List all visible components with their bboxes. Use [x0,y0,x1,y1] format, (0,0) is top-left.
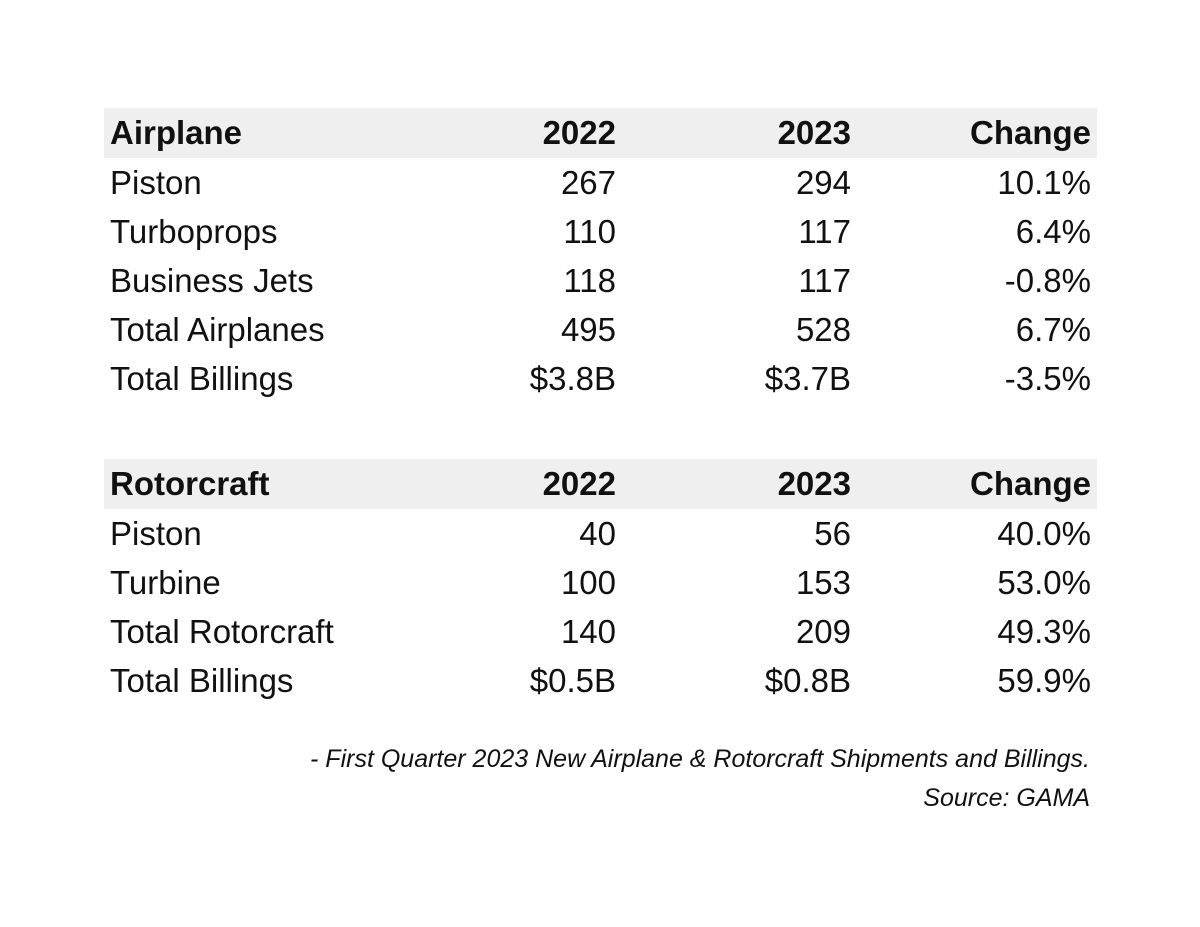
value-2022: 495 [560,311,616,348]
value-2022: 110 [563,213,616,250]
row-label: Piston [110,164,202,201]
table-row: Turboprops 110 117 6.4% [104,207,1097,256]
value-2022: 118 [563,262,616,299]
column-header-2022: 2022 [542,465,616,502]
value-change: 10.1% [997,164,1091,201]
row-label: Total Billings [110,662,294,699]
caption-source: Source: GAMA [923,784,1090,812]
value-2023: 294 [795,164,851,201]
value-change: 59.9% [997,662,1091,699]
value-2023: 56 [814,515,851,552]
value-change: -0.8% [1004,262,1091,299]
column-header-2023: 2023 [777,114,851,151]
rotorcraft-table: Rotorcraft 2022 2023 Change Piston 40 56… [104,459,1097,705]
value-2023: $0.8B [764,662,851,699]
row-label: Piston [110,515,202,552]
column-header-change: Change [969,114,1091,151]
table-row: Total Rotorcraft 140 209 49.3% [104,607,1097,656]
column-header-2023: 2023 [777,465,851,502]
value-2023: 528 [795,311,851,348]
value-2023: 209 [795,613,851,650]
value-2022: $0.5B [529,662,616,699]
column-header-category: Rotorcraft [110,465,270,502]
row-label: Total Airplanes [110,311,325,348]
caption-description: - First Quarter 2023 New Airplane & Roto… [310,745,1090,773]
value-change: 6.7% [1015,311,1091,348]
table-row: Total Airplanes 495 528 6.7% [104,305,1097,354]
value-2023: 117 [798,262,851,299]
row-label: Business Jets [110,262,314,299]
value-2022: 267 [560,164,616,201]
row-label: Total Billings [110,360,294,397]
table-row: Total Billings $0.5B $0.8B 59.9% [104,656,1097,705]
table-row: Total Billings $3.8B $3.7B -3.5% [104,354,1097,403]
value-2022: $3.8B [529,360,616,397]
column-header-category: Airplane [110,114,243,151]
source-caption: - First Quarter 2023 New Airplane & Roto… [310,740,1090,818]
value-2023: 117 [798,213,851,250]
table-row: Turbine 100 153 53.0% [104,558,1097,607]
value-change: 53.0% [997,564,1091,601]
value-change: 6.4% [1015,213,1091,250]
value-change: 49.3% [997,613,1091,650]
value-2023: 153 [795,564,851,601]
row-label: Total Rotorcraft [110,613,334,650]
table-header-row: Rotorcraft 2022 2023 Change [104,459,1097,509]
row-label: Turboprops [110,213,278,250]
column-header-2022: 2022 [542,114,616,151]
table-header-row: Airplane 2022 2023 Change [104,108,1097,158]
value-2022: 100 [560,564,616,601]
table-row: Piston 40 56 40.0% [104,509,1097,558]
row-label: Turbine [110,564,221,601]
table-row: Business Jets 118 117 -0.8% [104,256,1097,305]
value-2022: 140 [560,613,616,650]
value-change: 40.0% [997,515,1091,552]
value-2023: $3.7B [764,360,851,397]
value-change: -3.5% [1004,360,1091,397]
table-row: Piston 267 294 10.1% [104,158,1097,207]
value-2022: 40 [579,515,616,552]
airplane-table: Airplane 2022 2023 Change Piston 267 294… [104,108,1097,403]
column-header-change: Change [969,465,1091,502]
